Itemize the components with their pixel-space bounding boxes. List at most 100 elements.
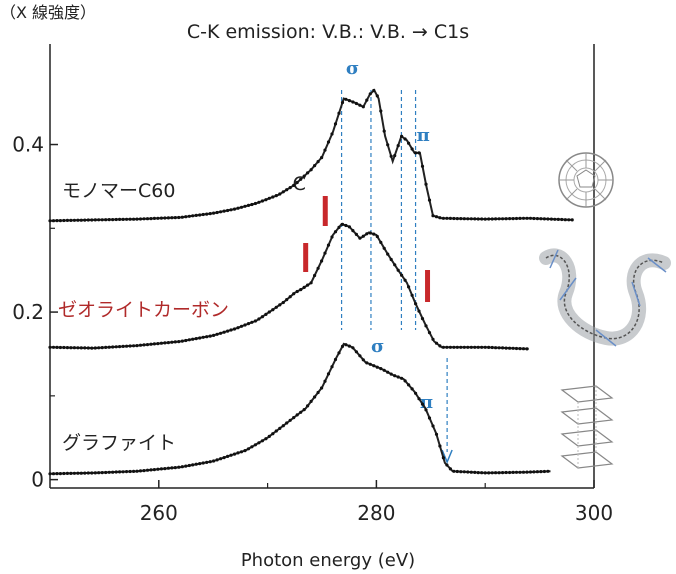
series-point xyxy=(480,471,484,475)
series-point xyxy=(372,364,376,368)
series-point xyxy=(483,471,487,475)
series-point xyxy=(414,302,418,306)
series-point xyxy=(389,257,393,262)
series-point xyxy=(111,470,115,474)
series-point xyxy=(354,101,358,106)
series-point xyxy=(232,452,237,456)
series-point xyxy=(65,218,69,222)
series-point xyxy=(316,266,320,270)
series-point xyxy=(239,450,244,454)
series-point xyxy=(320,386,324,390)
series-point xyxy=(100,218,104,222)
series-point xyxy=(358,354,362,358)
series-point xyxy=(72,346,76,350)
series-point xyxy=(170,216,174,220)
series-point xyxy=(532,216,536,221)
series-point xyxy=(173,216,177,220)
series-point xyxy=(215,332,219,336)
series-point xyxy=(441,216,445,220)
series-point xyxy=(424,182,428,186)
series-point xyxy=(194,462,198,466)
series-point xyxy=(121,470,125,474)
series-point xyxy=(267,196,271,200)
series-line-1 xyxy=(49,222,529,350)
series-point xyxy=(159,467,163,471)
series-point xyxy=(476,345,480,349)
series-point xyxy=(72,471,76,475)
series-point xyxy=(400,376,404,380)
series-point xyxy=(170,340,174,344)
series-point xyxy=(452,345,456,349)
series-point xyxy=(62,345,66,350)
series-point xyxy=(187,463,191,468)
series-point xyxy=(393,263,397,267)
x-tick-label-280: 280 xyxy=(357,501,395,525)
series-point xyxy=(170,466,174,470)
series-point xyxy=(83,346,87,350)
series-point xyxy=(159,216,163,220)
series-point xyxy=(222,330,226,334)
series-point xyxy=(375,234,379,239)
series-point xyxy=(313,164,317,168)
series-label-c60-text: モノマーC60 xyxy=(62,180,175,202)
series-point xyxy=(243,204,247,208)
series-point xyxy=(232,327,237,331)
series-point xyxy=(340,344,345,348)
series-point xyxy=(323,148,327,152)
series-point xyxy=(462,217,466,221)
series-point xyxy=(333,357,338,362)
series-point xyxy=(410,387,414,391)
series-point xyxy=(51,472,56,476)
series-point xyxy=(180,465,184,469)
series-point xyxy=(295,180,299,185)
series-point xyxy=(358,103,362,107)
series-point xyxy=(299,288,303,292)
series-point xyxy=(382,246,386,250)
series-point xyxy=(396,268,400,272)
series-point xyxy=(441,456,445,460)
series-point xyxy=(114,217,118,222)
series-point xyxy=(497,471,501,475)
series-point xyxy=(138,343,143,347)
series-point xyxy=(525,470,529,474)
series-point xyxy=(79,346,83,350)
series-point xyxy=(417,309,421,313)
series-point xyxy=(514,470,519,474)
series-point xyxy=(354,350,358,354)
series-point xyxy=(501,217,505,221)
series-point xyxy=(201,335,205,339)
graphite-image xyxy=(560,385,614,469)
series-point xyxy=(243,449,247,453)
series-point xyxy=(487,217,491,221)
series-point xyxy=(104,470,108,475)
series-point xyxy=(145,217,150,221)
series-point xyxy=(344,223,348,228)
series-point xyxy=(535,217,540,221)
series-point xyxy=(393,374,397,378)
series-point xyxy=(149,342,153,346)
series-point xyxy=(560,217,564,222)
series-point xyxy=(497,346,501,350)
series-point xyxy=(107,345,111,349)
series-point xyxy=(142,343,146,347)
series-point xyxy=(361,105,365,109)
x-axis-label: Photon energy (eV) xyxy=(241,550,415,571)
x-tick-label-300: 300 xyxy=(575,501,613,525)
series-point xyxy=(389,154,393,158)
series-point xyxy=(86,346,90,350)
series-point xyxy=(104,345,108,349)
y-tick-label-0.4: 0.4 xyxy=(12,133,44,157)
series-point xyxy=(330,365,334,369)
series-point xyxy=(347,99,351,103)
series-point xyxy=(173,340,177,344)
series-point xyxy=(257,200,261,204)
series-point xyxy=(152,216,156,220)
series-point xyxy=(93,346,97,350)
series-point xyxy=(239,205,244,209)
series-point xyxy=(229,208,233,212)
series-point xyxy=(549,217,554,221)
series-label-c60: モノマーC60 xyxy=(62,180,175,202)
series-point xyxy=(326,243,331,247)
series-point xyxy=(90,218,94,222)
